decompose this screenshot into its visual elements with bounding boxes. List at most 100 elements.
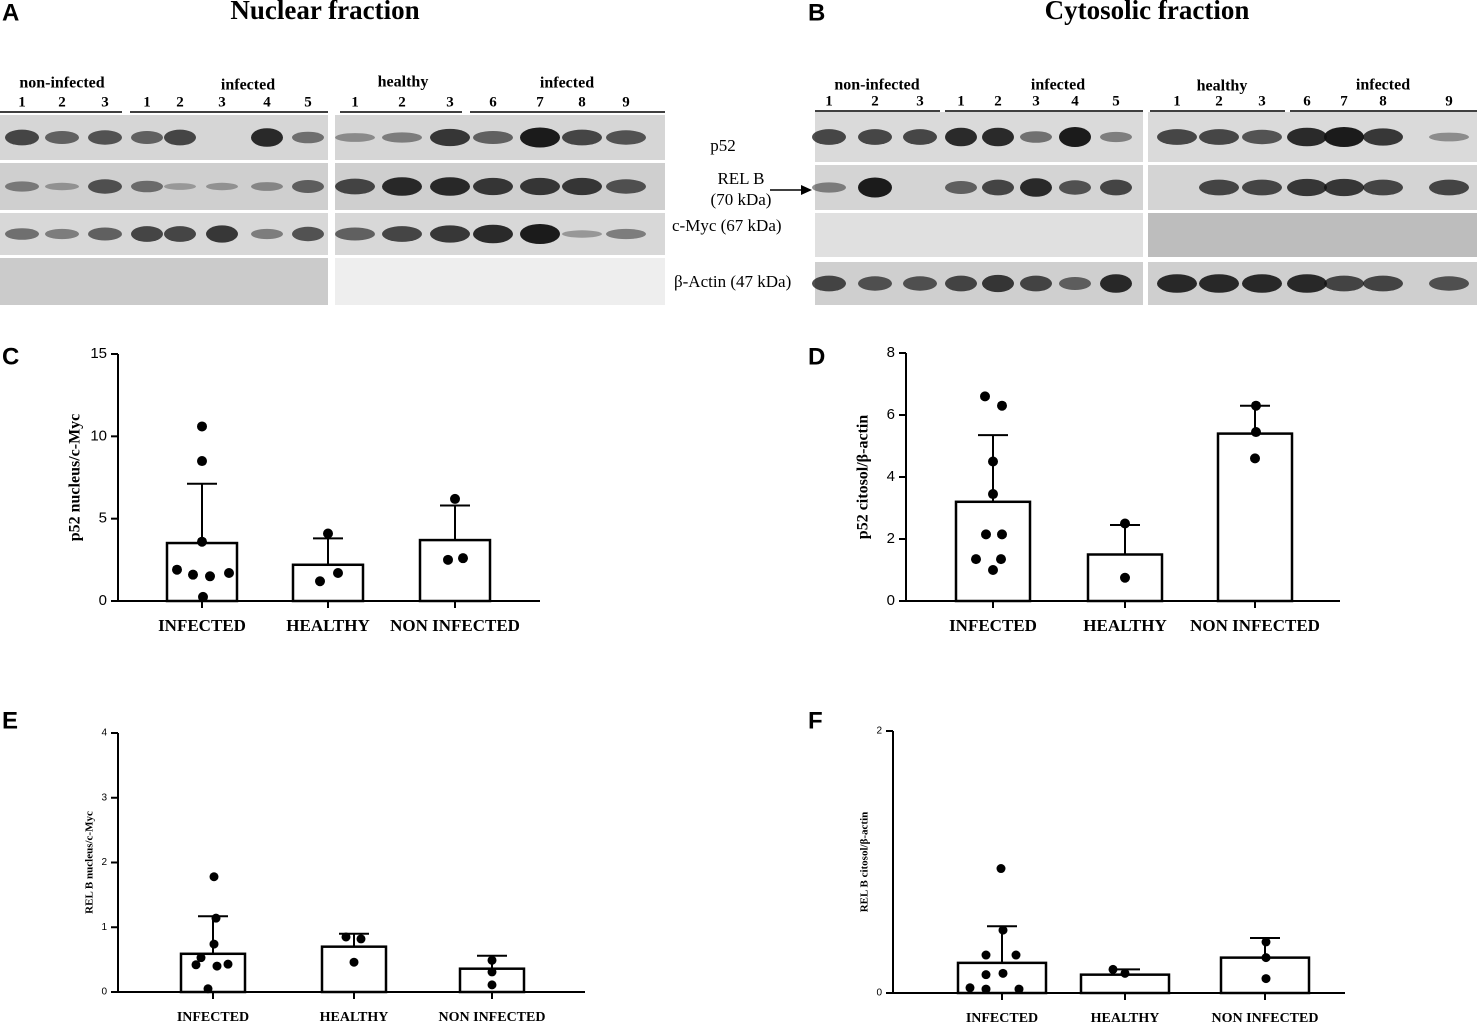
blot-band	[812, 182, 846, 193]
x-tick-label: HEALTHY	[1083, 616, 1166, 635]
blot-band	[606, 179, 646, 194]
blot-band	[1020, 131, 1052, 143]
blot-band	[292, 131, 324, 144]
y-tick-label: 2	[876, 726, 882, 737]
row-label: c-Myc (67 kDa)	[672, 216, 782, 235]
data-point	[996, 864, 1006, 874]
lane-label: 5	[304, 94, 312, 110]
row-label-part: c-Myc	[672, 216, 717, 235]
blot-band	[1287, 274, 1327, 293]
blot-band	[473, 177, 513, 196]
blot-band	[251, 182, 283, 191]
blot-band	[1199, 179, 1239, 196]
blot-band	[164, 183, 196, 190]
data-point	[971, 554, 981, 565]
blot-band	[903, 129, 937, 145]
title: Cytosolic fraction	[1045, 0, 1250, 25]
lane-label: 3	[916, 93, 924, 109]
data-point	[356, 934, 366, 944]
data-point	[196, 953, 206, 963]
y-tick-label: 5	[99, 510, 107, 527]
data-point	[203, 984, 213, 994]
lane-label: 9	[1445, 93, 1453, 109]
blot-band	[45, 131, 79, 144]
lane-label: 2	[1215, 93, 1223, 109]
blot-band	[1429, 132, 1469, 142]
blot-band	[292, 226, 324, 242]
data-point	[198, 591, 208, 602]
blot-band	[520, 224, 560, 244]
blot-band	[1199, 274, 1239, 293]
panel-label: B	[808, 0, 825, 26]
blot-band	[1157, 129, 1197, 145]
lane-label: 1	[825, 93, 833, 109]
blot-band	[45, 228, 79, 240]
blot-band	[1287, 127, 1327, 147]
blot-band	[251, 228, 283, 240]
blot-band	[164, 129, 196, 146]
bar	[954, 500, 1032, 603]
data-point	[1261, 937, 1271, 947]
data-point	[981, 970, 991, 980]
blot-band	[206, 225, 238, 243]
bar	[418, 538, 492, 603]
data-point	[341, 932, 351, 942]
group-label: non-infected	[834, 77, 919, 94]
blot-band	[5, 129, 39, 146]
arrow-head	[801, 185, 812, 195]
blot-band	[1363, 179, 1403, 196]
blot-band	[606, 228, 646, 240]
data-point	[1120, 572, 1130, 583]
y-tick-label: 10	[90, 427, 107, 444]
lane-label: 9	[622, 94, 630, 110]
blot-band	[812, 129, 846, 145]
lane-label: 2	[871, 93, 879, 109]
y-tick-label: 0	[99, 592, 107, 609]
blot-band	[335, 133, 375, 142]
y-tick-label: 3	[101, 792, 107, 803]
panel-label: C	[2, 343, 19, 370]
y-tick-label: 1	[101, 922, 107, 933]
data-point	[205, 571, 215, 582]
blot-band	[562, 129, 602, 146]
blot-band	[1020, 275, 1052, 292]
blot-band	[562, 230, 602, 238]
blot-band	[1020, 178, 1052, 197]
blot-band	[473, 224, 513, 244]
error-bar	[187, 482, 217, 544]
blot-band	[430, 128, 470, 147]
y-axis-label: p52 citosol/β-actin	[855, 415, 872, 540]
data-point	[450, 493, 460, 504]
lane-label: 8	[578, 94, 586, 110]
lane-label: 1	[351, 94, 359, 110]
bar	[320, 945, 388, 994]
group-label: infected	[1356, 77, 1410, 94]
lane-label: 3	[101, 94, 109, 110]
data-point	[487, 955, 497, 965]
blot-band	[292, 180, 324, 193]
blot-band	[812, 275, 846, 292]
data-point	[997, 400, 1007, 411]
group-label: infected	[1031, 77, 1085, 94]
blot-band	[1157, 274, 1197, 293]
chart: 0 2 REL B citosol/β-actin INFECTED HEALTHY NO…	[859, 726, 1345, 1022]
lane-label: 2	[398, 94, 406, 110]
blot-band	[520, 127, 560, 148]
panel-label: F	[808, 707, 823, 734]
group-label: non-infected	[19, 75, 104, 92]
blot-strip	[815, 213, 1143, 257]
lane-label: 1	[1173, 93, 1181, 109]
data-point	[1261, 953, 1271, 963]
blot-band	[903, 276, 937, 291]
x-tick-label: HEALTHY	[320, 1010, 389, 1022]
data-point	[988, 565, 998, 575]
data-point	[980, 391, 990, 402]
lane-label: 1	[18, 94, 26, 110]
lane-label: 6	[489, 94, 497, 110]
data-point	[1250, 453, 1260, 464]
labels: A B C D E F Nuclear fraction Cytosolic f…	[2, 0, 1249, 734]
data-point	[1251, 400, 1261, 411]
data-point	[197, 421, 207, 432]
lane-label: 3	[446, 94, 454, 110]
